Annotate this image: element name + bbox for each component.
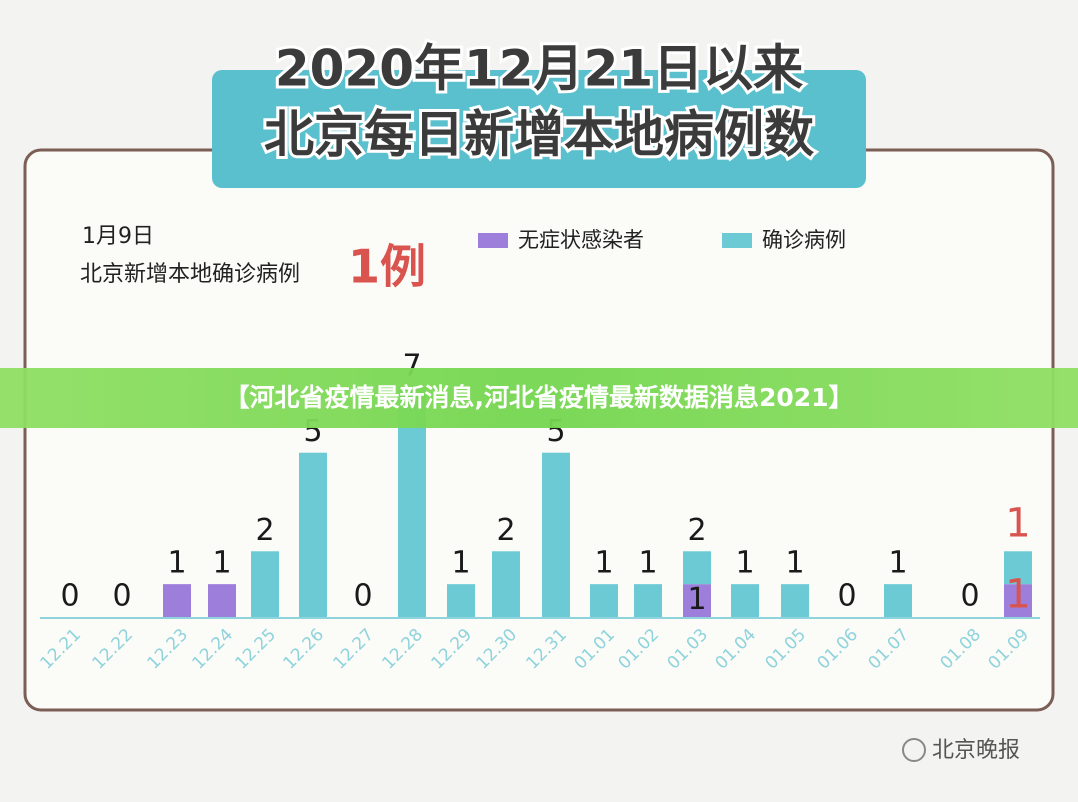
chart-subtitle: 北京每日新增本地病例数 — [264, 106, 814, 164]
bar — [731, 584, 759, 617]
banner — [0, 368, 1078, 428]
bar — [781, 584, 809, 617]
total-label: 2 — [687, 513, 706, 548]
total-label: 1 — [212, 546, 231, 581]
bar — [1004, 584, 1032, 617]
bar — [634, 584, 662, 617]
total-label: 2 — [496, 513, 515, 548]
bar — [492, 551, 520, 617]
headline-label: 北京新增本地确诊病例 — [80, 262, 300, 287]
bar — [208, 584, 236, 617]
bar — [590, 584, 618, 617]
total-label: 0 — [353, 579, 372, 614]
title-box — [212, 70, 866, 188]
bar — [884, 584, 912, 617]
total-label: 0 — [112, 579, 131, 614]
headline-date: 1月9日 — [82, 224, 154, 249]
legend-label: 无症状感染者 — [518, 228, 644, 252]
bar — [683, 551, 711, 585]
bar — [1004, 551, 1032, 585]
chart-title: 2020年12月21日以来 — [275, 40, 803, 98]
legend: 无症状感染者 确诊病例 — [478, 228, 846, 252]
total-label: 1 — [451, 546, 470, 581]
bar — [683, 584, 711, 617]
total-label: 2 — [255, 513, 274, 548]
value-label: 1 — [1005, 500, 1030, 546]
total-label: 0 — [837, 579, 856, 614]
legend-swatch — [478, 233, 508, 248]
total-label: 1 — [594, 546, 613, 581]
value-label: 1 — [687, 582, 706, 617]
bar — [542, 452, 570, 617]
total-label: 1 — [785, 546, 804, 581]
legend-label: 确诊病例 — [762, 228, 846, 252]
value-label: 1 — [1005, 572, 1030, 618]
banner-text: 【河北省疫情最新消息,河北省疫情最新数据消息2021】 — [224, 383, 853, 412]
total-label: 1 — [638, 546, 657, 581]
watermark-icon — [902, 738, 926, 762]
legend-swatch — [722, 233, 752, 248]
watermark: 北京晚报 — [932, 738, 1020, 763]
bar — [447, 584, 475, 617]
total-label: 1 — [735, 546, 754, 581]
bar — [299, 452, 327, 617]
total-label: 1 — [888, 546, 907, 581]
bar — [163, 584, 191, 617]
total-label: 0 — [60, 579, 79, 614]
bar — [251, 551, 279, 617]
total-label: 1 — [167, 546, 186, 581]
total-label: 0 — [960, 579, 979, 614]
headline-count: 1例 — [348, 240, 426, 294]
